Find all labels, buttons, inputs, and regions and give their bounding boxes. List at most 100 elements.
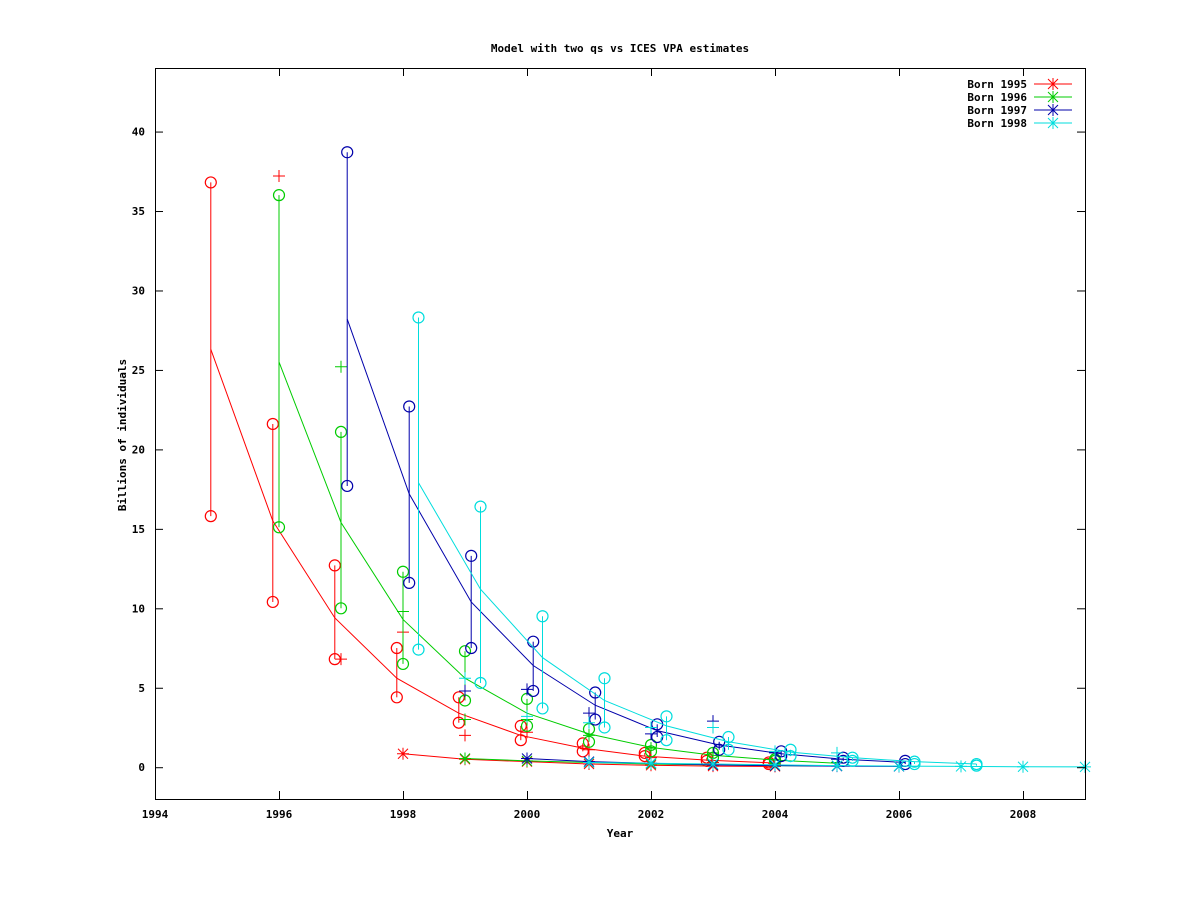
interval-high-point (722, 730, 735, 744)
legend-marker (1047, 78, 1059, 90)
model-line (278, 361, 838, 764)
vpa-point (273, 170, 285, 183)
interval-high-point (412, 311, 425, 324)
y-tick-label: 35 (132, 205, 145, 218)
estimate-point (893, 760, 905, 773)
interval-high-point (638, 746, 651, 760)
interval-low-point (899, 757, 912, 771)
interval-high-point (908, 755, 921, 768)
interval-high-point (589, 686, 602, 699)
interval-high-point (474, 500, 487, 513)
interval-high-point (465, 549, 478, 562)
model-line (210, 349, 769, 764)
estimate-point (831, 759, 843, 772)
interval-low-point (452, 716, 465, 729)
interval-high-point (403, 400, 416, 413)
vpa-point (521, 726, 533, 739)
x-tick-label: 2000 (514, 808, 541, 821)
interval-high-point (660, 710, 673, 723)
interval-high-point (762, 756, 775, 769)
interval-low-point (341, 479, 354, 493)
vpa-point (459, 684, 471, 697)
interval-low-point (638, 749, 651, 763)
y-axis-label: Billions of individuals (116, 359, 129, 511)
interval-low-point (390, 691, 403, 704)
legend-label: Born 1997 (967, 104, 1027, 117)
interval-low-point (598, 721, 611, 734)
interval-high-point (341, 146, 354, 159)
interval-low-point (589, 713, 602, 726)
model-line (346, 318, 906, 763)
legend-marker (1047, 104, 1059, 116)
vpa-point (583, 729, 595, 742)
x-tick-label: 2002 (638, 808, 665, 821)
interval-high-point (458, 645, 472, 658)
vpa-point (397, 605, 409, 618)
interval-high-point (396, 565, 410, 578)
interval-low-point (527, 684, 540, 698)
interval-low-point (396, 657, 410, 671)
y-tick-label: 40 (132, 126, 145, 139)
interval-low-point (272, 521, 286, 534)
interval-high-point (700, 751, 713, 764)
interval-high-point (272, 189, 286, 202)
estimate-point (397, 747, 409, 760)
estimate-point (583, 756, 595, 769)
interval-high-point (204, 176, 217, 189)
interval-low-point (474, 676, 487, 690)
interval-low-point (514, 734, 527, 747)
legend-label: Born 1998 (967, 117, 1027, 130)
x-tick-label: 2004 (762, 808, 789, 821)
estimate-point (955, 760, 967, 773)
x-tick-label: 1998 (390, 808, 417, 821)
x-tick-label: 2008 (1010, 808, 1037, 821)
vpa-point (459, 713, 471, 726)
y-tick-label: 0 (138, 761, 145, 774)
interval-low-point (784, 749, 797, 763)
estimate-point (1017, 760, 1029, 773)
vpa-point (645, 742, 657, 755)
vpa-point (335, 360, 347, 373)
chart-title: Model with two qs vs ICES VPA estimates (491, 42, 749, 55)
interval-high-point (334, 425, 348, 439)
interval-low-point (722, 743, 735, 756)
x-tick-label: 1996 (266, 808, 293, 821)
vpa-point (459, 729, 471, 742)
interval-low-point (576, 745, 589, 758)
interval-high-point (266, 417, 279, 431)
estimate-point (707, 758, 719, 771)
series-layer (204, 146, 1091, 773)
interval-low-point (266, 595, 279, 609)
legend-marker (1047, 117, 1059, 129)
y-tick-label: 10 (132, 602, 145, 615)
axis-layer: 1994 1996 1998 2000 2002 2004 2006 2008 0 5 10 15 20… (132, 68, 1085, 821)
y-tick-label: 5 (138, 682, 145, 695)
interval-high-point (784, 743, 797, 756)
interval-high-point (390, 641, 403, 655)
series-born-1998 (412, 311, 1091, 773)
interval-high-point (576, 737, 589, 750)
estimate-point (459, 752, 471, 765)
interval-low-point (536, 702, 549, 715)
estimate-point (521, 752, 533, 765)
estimate-point (645, 757, 657, 770)
vpa-point (831, 746, 843, 759)
interval-high-point (452, 691, 465, 704)
interval-low-point (465, 641, 478, 655)
vpa-point (707, 721, 719, 734)
vpa-point (583, 743, 595, 756)
x-tick-label: 2006 (886, 808, 913, 821)
vpa-point (769, 745, 781, 758)
legend-marker (1047, 91, 1059, 103)
interval-low-point (846, 754, 859, 767)
y-tick-label: 25 (132, 364, 145, 377)
y-tick-label: 20 (132, 443, 145, 456)
vpa-point (335, 653, 347, 666)
interval-low-point (713, 743, 726, 756)
plot-frame (155, 68, 1086, 800)
interval-low-point (204, 510, 217, 523)
vpa-point (459, 672, 471, 685)
y-tick-label: 15 (132, 523, 145, 536)
